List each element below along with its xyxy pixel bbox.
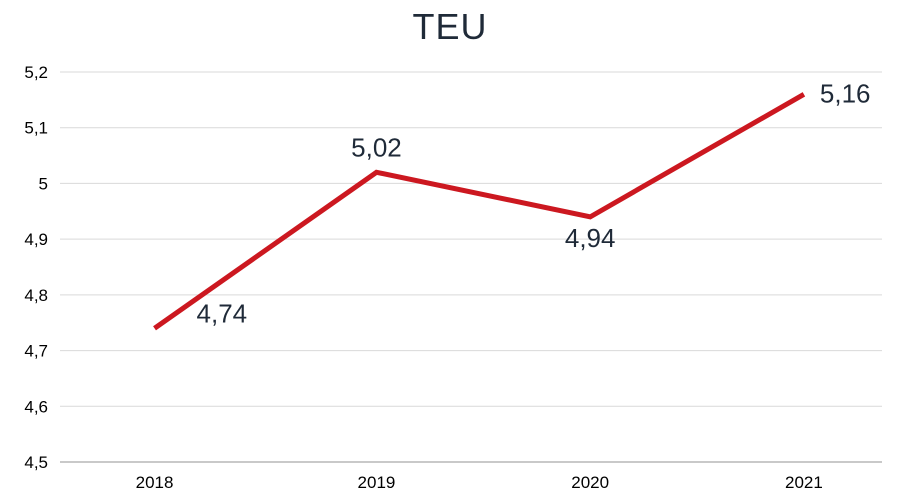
data-label: 4,74 [197, 298, 248, 328]
y-tick-label: 5,2 [24, 63, 48, 82]
data-label: 5,16 [820, 78, 871, 108]
data-label: 4,94 [565, 223, 616, 253]
y-tick-label: 4,5 [24, 453, 48, 472]
y-tick-label: 4,6 [24, 397, 48, 416]
y-tick-label: 4,9 [24, 230, 48, 249]
y-tick-label: 5,1 [24, 119, 48, 138]
x-tick-label: 2020 [571, 473, 609, 492]
series-line [155, 94, 804, 328]
x-tick-label: 2021 [785, 473, 823, 492]
chart-title: TEU [0, 6, 900, 48]
teu-line-chart: TEU 4,5 4,6 4,7 4,8 4,9 5 5,1 5,2 2018 2019 2020 20… [0, 0, 900, 502]
chart-svg: 4,5 4,6 4,7 4,8 4,9 5 5,1 5,2 2018 2019 2020 2021 4,… [0, 0, 900, 502]
x-tick-label: 2019 [358, 473, 396, 492]
y-tick-label: 4,8 [24, 286, 48, 305]
y-tick-label: 4,7 [24, 342, 48, 361]
data-label: 5,02 [351, 132, 402, 162]
y-tick-label: 5 [39, 174, 48, 193]
x-tick-label: 2018 [136, 473, 174, 492]
